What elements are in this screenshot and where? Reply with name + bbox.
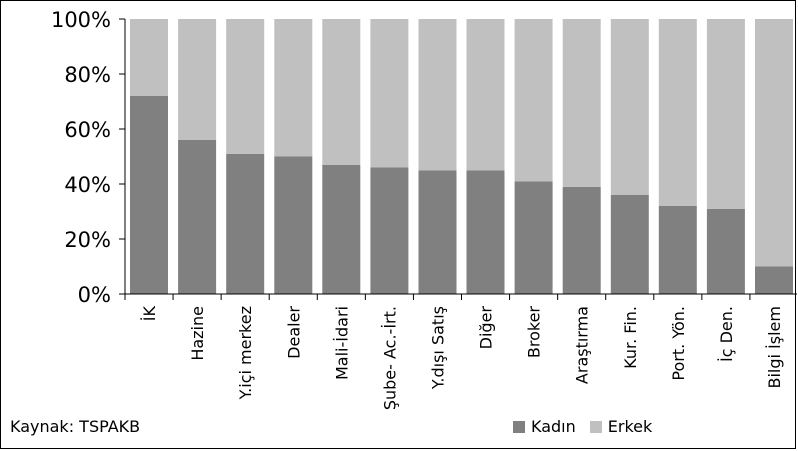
bar-erkek-7 bbox=[466, 19, 505, 171]
y-tick-label: 0% bbox=[78, 283, 111, 307]
x-axis: İK Hazine Y.içi merkez Dealer Mali-İdari Şube… bbox=[124, 293, 797, 410]
bar-erkek-2 bbox=[226, 19, 265, 154]
y-tick-label: 100% bbox=[51, 8, 111, 32]
legend-item-kadin: Kadın bbox=[513, 417, 576, 436]
bar-kadin-6 bbox=[418, 170, 457, 295]
bar-erkek-13 bbox=[755, 19, 793, 267]
bar-kadin-3 bbox=[274, 156, 313, 294]
y-axis: 0% 20% 40% 60% 80% 100% bbox=[51, 8, 126, 307]
x-category-label: Port. Yön. bbox=[669, 306, 688, 381]
x-category-label: Bilgi İşlem bbox=[765, 306, 784, 388]
bar-kadin-9 bbox=[562, 186, 601, 295]
legend-item-erkek: Erkek bbox=[589, 417, 653, 436]
x-category-label: İç Den. bbox=[717, 306, 736, 362]
bar-kadin-2 bbox=[226, 153, 265, 295]
bar-erkek-0 bbox=[130, 19, 168, 96]
y-tick-label: 80% bbox=[64, 63, 111, 87]
bar-erkek-1 bbox=[178, 19, 217, 140]
source-note: Kaynak: TSPAKB bbox=[10, 417, 141, 436]
bar-kadin-10 bbox=[610, 195, 649, 294]
x-category-label: Araştırma bbox=[573, 306, 592, 384]
bar-kadin-4 bbox=[322, 164, 361, 295]
y-tick-label: 20% bbox=[64, 228, 111, 252]
x-category-label: Kur. Fin. bbox=[621, 306, 640, 369]
x-category-label: Broker bbox=[525, 306, 544, 359]
bar-erkek-12 bbox=[706, 19, 745, 209]
bar-erkek-10 bbox=[610, 19, 649, 195]
bar-kadin-12 bbox=[706, 208, 745, 295]
bar-erkek-4 bbox=[322, 19, 361, 165]
bar-erkek-11 bbox=[658, 19, 697, 206]
y-tick-label: 60% bbox=[64, 118, 111, 142]
x-category-label: Hazine bbox=[188, 306, 207, 361]
bar-erkek-6 bbox=[418, 19, 457, 171]
legend-label-erkek: Erkek bbox=[607, 417, 653, 436]
bars-group bbox=[130, 19, 793, 295]
x-category-label: Diğer bbox=[477, 306, 496, 350]
bar-kadin-0 bbox=[130, 96, 168, 294]
bar-kadin-13 bbox=[755, 266, 793, 294]
bar-kadin-8 bbox=[514, 181, 553, 295]
bar-kadin-11 bbox=[658, 206, 697, 294]
x-category-label: Mali-İdari bbox=[332, 306, 351, 380]
legend-swatch-erkek bbox=[589, 420, 602, 433]
bar-erkek-9 bbox=[562, 19, 601, 187]
bar-erkek-8 bbox=[514, 19, 553, 182]
x-category-label: Y.dışı Satış bbox=[428, 306, 447, 390]
legend-label-kadin: Kadın bbox=[531, 417, 576, 436]
x-category-label: İK bbox=[140, 306, 159, 322]
y-tick-label: 40% bbox=[64, 173, 111, 197]
bar-erkek-3 bbox=[274, 19, 313, 157]
x-category-label: Y.içi merkez bbox=[236, 306, 255, 400]
bar-kadin-7 bbox=[466, 170, 505, 295]
bar-kadin-1 bbox=[178, 140, 217, 294]
bar-kadin-5 bbox=[370, 167, 409, 294]
x-category-label: Şube- Ac.-İrt. bbox=[380, 306, 399, 410]
x-category-label: Dealer bbox=[284, 306, 303, 359]
bar-erkek-5 bbox=[370, 19, 409, 168]
legend: Kadın Erkek bbox=[513, 417, 666, 436]
legend-swatch-kadin bbox=[513, 420, 525, 433]
